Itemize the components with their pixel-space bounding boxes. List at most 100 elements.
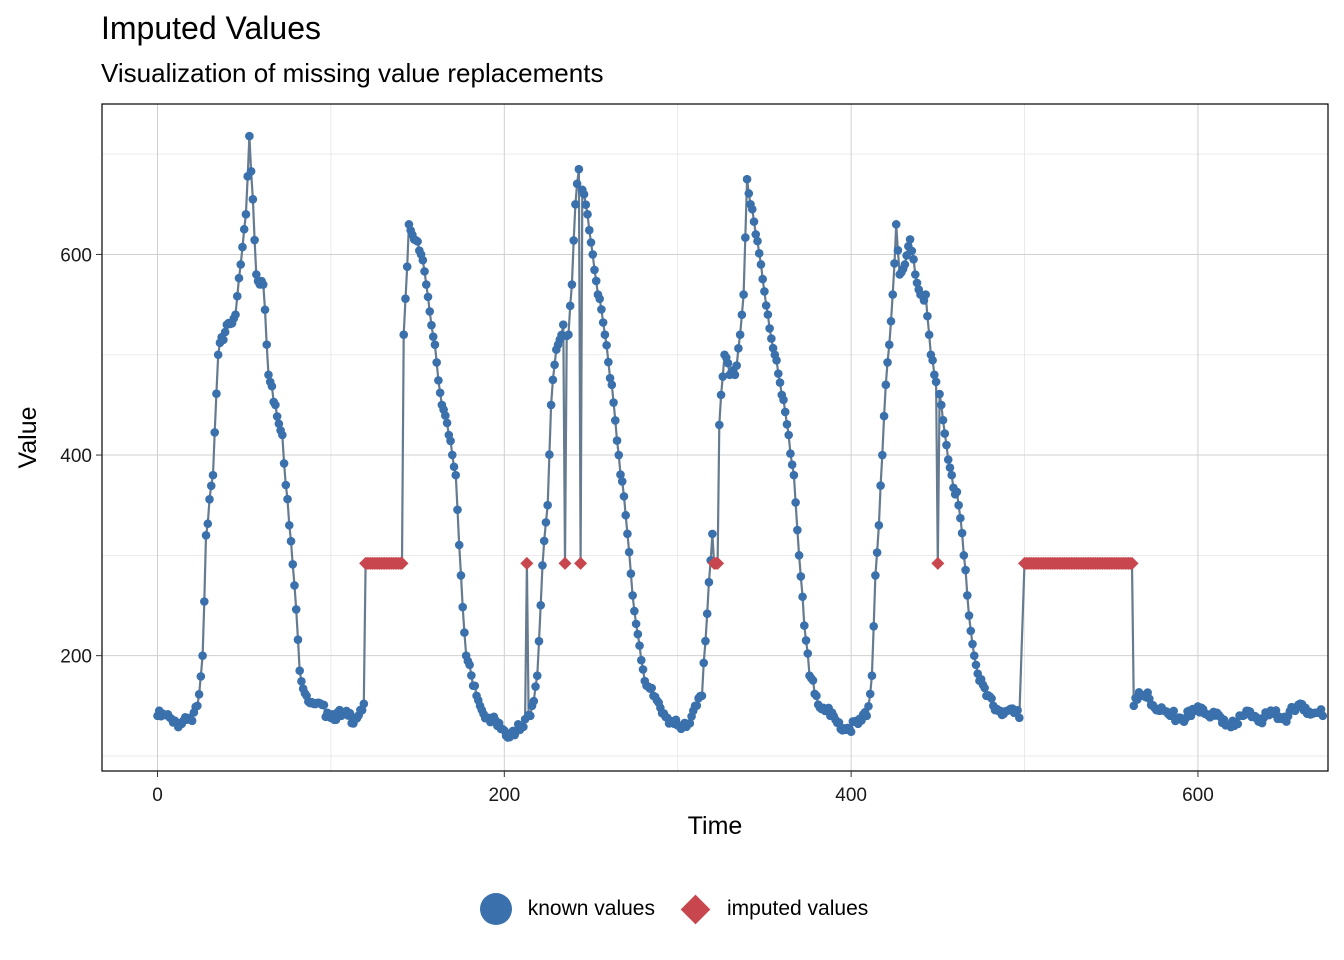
known-point: [1271, 706, 1281, 715]
known-point: [441, 411, 450, 420]
known-point: [1318, 711, 1328, 721]
known-point: [427, 320, 436, 330]
known-point: [808, 676, 818, 685]
known-point: [1013, 706, 1022, 715]
imputed-point: [558, 556, 572, 570]
known-point: [871, 571, 880, 580]
known-point: [865, 689, 875, 699]
known-point: [754, 249, 764, 258]
legend-diamond-icon: [675, 889, 715, 929]
known-point: [921, 290, 930, 299]
known-points-layer: [153, 131, 1328, 742]
known-point: [526, 711, 535, 721]
known-point: [250, 235, 259, 245]
known-point: [881, 380, 891, 390]
known-point: [779, 395, 788, 405]
known-point: [614, 450, 624, 460]
known-point: [931, 377, 941, 387]
known-point: [610, 416, 620, 425]
known-point: [963, 591, 972, 600]
known-point: [966, 626, 976, 636]
known-point: [1316, 705, 1326, 714]
known-point: [635, 641, 644, 650]
known-point: [879, 411, 889, 421]
known-point: [543, 500, 552, 510]
known-point: [239, 224, 249, 234]
known-point: [203, 519, 213, 529]
known-point: [470, 681, 480, 691]
known-point: [612, 436, 622, 445]
known-point: [801, 636, 811, 645]
known-point: [454, 540, 464, 550]
known-point: [716, 390, 726, 400]
imputed-point: [520, 556, 534, 570]
known-point: [735, 330, 745, 339]
known-point: [794, 551, 804, 560]
known-point: [458, 602, 467, 612]
known-point: [732, 361, 741, 370]
known-point: [435, 388, 445, 398]
known-point: [699, 658, 709, 668]
known-point: [959, 551, 969, 560]
known-point: [423, 292, 433, 302]
known-point: [789, 470, 799, 480]
known-point: [704, 577, 714, 587]
known-point: [572, 179, 582, 189]
known-point: [234, 273, 244, 283]
known-point: [784, 430, 793, 440]
known-point: [583, 210, 592, 219]
known-point: [697, 691, 707, 701]
known-point: [546, 400, 556, 410]
known-point: [219, 335, 228, 345]
known-point: [194, 689, 204, 699]
known-point: [869, 622, 878, 631]
known-point: [231, 310, 240, 319]
known-point: [534, 636, 544, 646]
known-point: [428, 332, 438, 342]
legend-item-known: known values: [476, 889, 655, 929]
known-point: [803, 649, 813, 658]
known-point: [565, 301, 575, 311]
series-line-layer: [156, 135, 1324, 739]
known-point: [938, 415, 948, 425]
x-tick-label: 0: [152, 785, 163, 806]
known-point: [258, 280, 268, 289]
known-point: [264, 370, 273, 380]
known-point: [248, 194, 258, 204]
known-point: [399, 330, 409, 339]
known-point: [623, 529, 632, 539]
known-point: [590, 265, 599, 275]
known-point: [605, 373, 615, 383]
known-point: [747, 204, 757, 214]
known-point: [862, 711, 872, 721]
known-point: [200, 597, 209, 606]
known-point: [954, 500, 963, 510]
known-point: [232, 291, 242, 301]
known-point: [213, 350, 223, 360]
known-point: [730, 370, 740, 380]
known-point: [586, 238, 596, 247]
known-point: [905, 235, 915, 244]
known-point: [607, 380, 617, 390]
known-point: [630, 606, 639, 616]
known-point: [912, 278, 922, 288]
known-point: [891, 220, 901, 229]
legend-label-imputed: imputed values: [727, 897, 869, 920]
known-point: [956, 513, 965, 523]
known-point: [198, 651, 207, 660]
legend-circle-icon: [476, 889, 516, 929]
known-point: [969, 651, 979, 660]
known-point: [987, 694, 996, 703]
known-point: [548, 375, 558, 385]
known-point: [702, 609, 712, 619]
chart-plot: 0 200 400 600 200 400 600 Time Value: [14, 103, 1329, 840]
known-point: [952, 487, 962, 497]
known-point: [208, 470, 218, 480]
known-point: [884, 340, 894, 350]
known-point: [532, 671, 542, 681]
known-point: [453, 505, 462, 515]
known-point: [1169, 706, 1178, 716]
known-point: [945, 463, 955, 472]
known-point: [876, 481, 885, 490]
x-tick-label: 600: [1182, 785, 1214, 806]
